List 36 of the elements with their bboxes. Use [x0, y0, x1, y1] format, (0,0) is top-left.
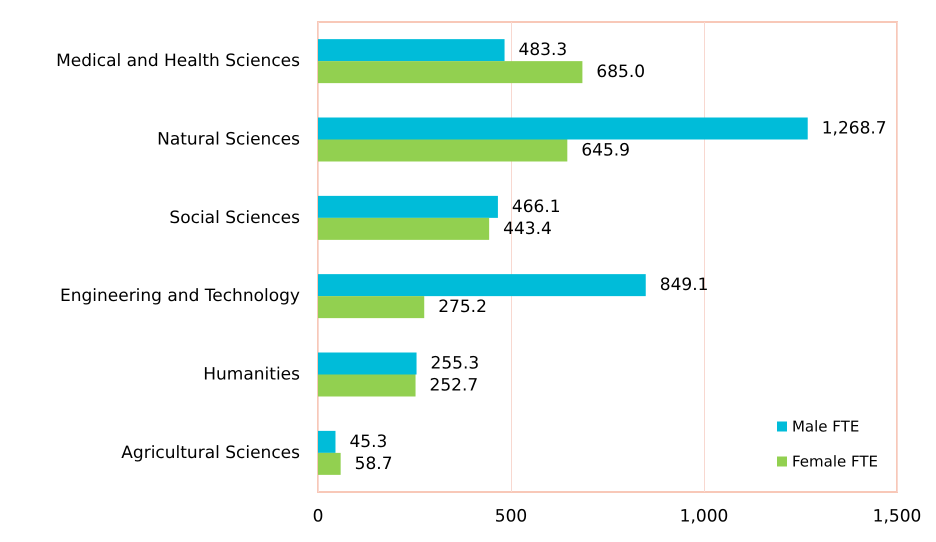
bar — [318, 39, 505, 62]
bar — [318, 352, 417, 374]
data-label: 275.2 — [438, 297, 487, 318]
y-tick-label: Agricultural Sciences — [121, 442, 300, 463]
data-label: 255.3 — [430, 354, 480, 374]
data-label: 685.0 — [596, 62, 646, 82]
data-label: 483.3 — [518, 40, 568, 60]
x-tick-label: 1,000 — [680, 506, 728, 526]
data-label: 1,268.7 — [822, 118, 887, 138]
y-tick-label: Engineering and Technology — [60, 286, 300, 306]
bar — [318, 218, 490, 240]
x-tick-label: 0 — [312, 506, 324, 526]
y-tick-label: Humanities — [203, 364, 300, 384]
data-label: 252.7 — [430, 376, 478, 396]
y-tick-label: Natural Sciences — [157, 130, 300, 150]
bar — [318, 430, 336, 453]
y-tick-label: Medical and Health Sciences — [56, 51, 300, 72]
bar — [318, 61, 582, 84]
x-tick-label: 500 — [494, 506, 528, 526]
data-label: 645.9 — [581, 140, 630, 160]
data-label: 45.3 — [349, 432, 388, 452]
data-label: 466.1 — [512, 196, 561, 217]
bar — [318, 118, 808, 140]
bar — [318, 296, 424, 318]
x-tick-label: 1,500 — [872, 506, 922, 526]
legend-label: Female FTE — [792, 452, 878, 470]
data-label: 58.7 — [354, 454, 393, 474]
y-tick-label: Social Sciences — [169, 208, 300, 228]
data-label: 443.4 — [503, 218, 552, 239]
bar — [318, 140, 568, 162]
bar — [318, 374, 416, 396]
bar — [318, 452, 341, 475]
legend-label: Male FTE — [792, 418, 860, 436]
bar — [318, 196, 498, 218]
data-label: 849.1 — [660, 275, 708, 296]
bar — [318, 274, 646, 296]
